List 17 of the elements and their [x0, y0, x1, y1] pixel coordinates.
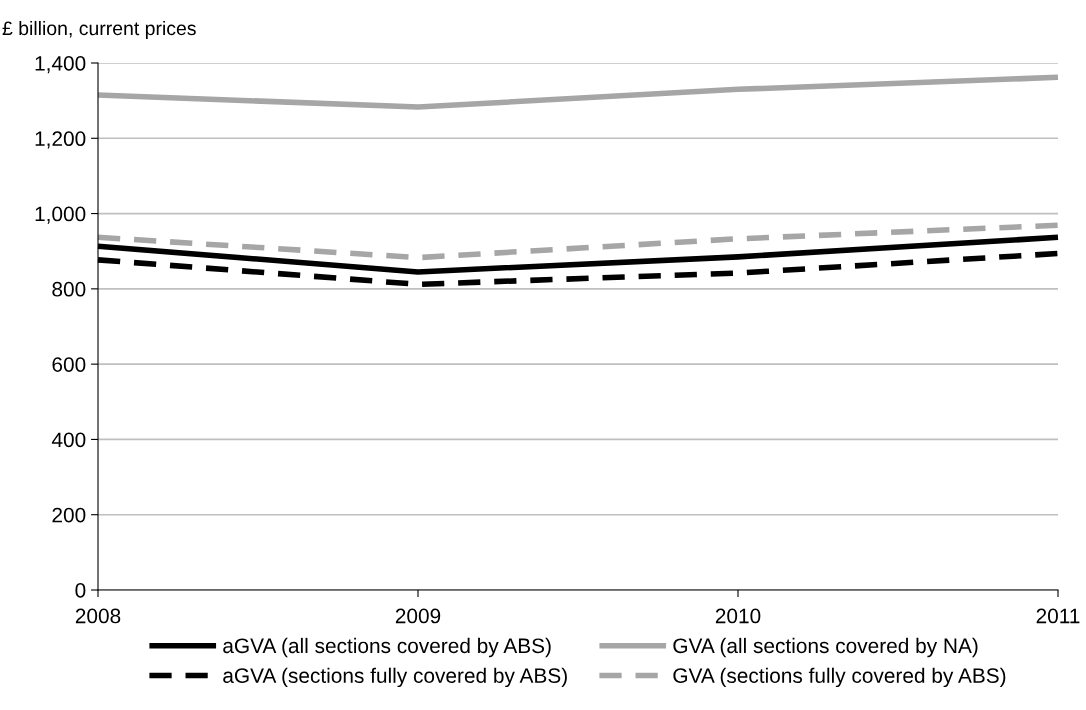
y-tick-label: 1,000 — [35, 206, 86, 224]
y-tick-label: 200 — [52, 507, 86, 523]
legend-label: GVA (sections fully covered by ABS) — [673, 667, 1006, 688]
x-tick-label: 2011 — [1036, 608, 1080, 624]
y-tick-label: 1,200 — [35, 131, 86, 149]
y-axis-title: £ billion, current prices — [2, 20, 196, 40]
legend-label: aGVA (all sections covered by ABS) — [223, 637, 551, 658]
x-tick-label: 2008 — [75, 608, 121, 624]
y-tick-label: 1,400 — [35, 56, 86, 74]
y-tick-label: 400 — [51, 432, 86, 448]
y-tick-label: 600 — [52, 357, 86, 372]
legend-label: GVA (all sections covered by NA) — [673, 637, 978, 658]
x-tick-label: 2009 — [395, 608, 441, 624]
x-tick-label: 2010 — [715, 608, 761, 624]
legend-label: aGVA (sections fully covered by ABS) — [223, 667, 567, 688]
y-tick-label: 800 — [52, 281, 86, 297]
y-tick-label: 0 — [75, 583, 86, 598]
